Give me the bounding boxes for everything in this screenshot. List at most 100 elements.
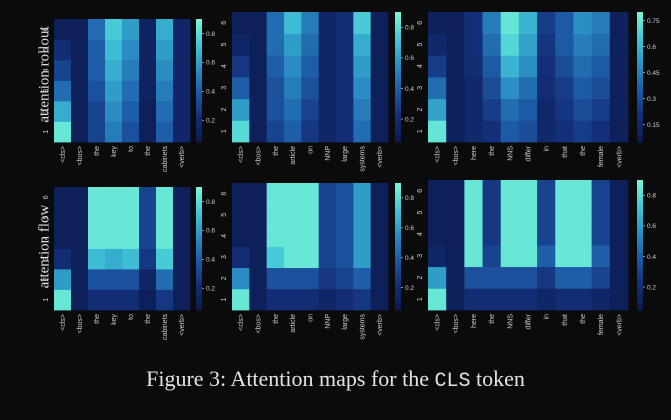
y-tick-label: 6: [417, 21, 424, 25]
colorbar-segment: [637, 271, 643, 275]
colorbar-segment: [196, 266, 202, 271]
heatmap-cell: [336, 12, 354, 35]
heatmap-cell: [54, 207, 72, 229]
colorbar-segment: [637, 248, 643, 252]
heatmap-cell: [537, 55, 556, 78]
y-tick-label: 6: [221, 21, 228, 25]
y-tick-label: 4: [43, 236, 50, 240]
heatmap-cell: [266, 120, 285, 143]
heatmap-cell: [482, 55, 502, 78]
colorbar-segment: [196, 86, 202, 91]
heatmap-cell: [464, 180, 483, 203]
x-tick-label: the: [94, 314, 101, 324]
heatmap-cell: [122, 248, 140, 270]
colorbar-segment: [395, 80, 401, 84]
x-tick-label: large: [342, 146, 349, 162]
heatmap-cell: [573, 223, 593, 246]
colorbar-segment: [637, 15, 643, 19]
heatmap-cell: [464, 201, 483, 224]
heatmap-cell: [284, 246, 302, 269]
heatmap-cell: [446, 77, 465, 100]
heatmap-cell: [301, 267, 320, 290]
heatmap-cell: [500, 98, 520, 121]
heatmap-cell: [609, 55, 629, 78]
x-tick-label: the: [273, 146, 280, 156]
colorbar-segment: [196, 254, 202, 259]
colorbar-segment: [395, 73, 401, 78]
heatmap-cell: [105, 121, 123, 143]
colorbar-segment: [637, 284, 643, 288]
colorbar-tick-label: 0.8: [405, 25, 414, 32]
y-tick-label: 2: [221, 107, 228, 111]
heatmap-cell: [318, 288, 337, 311]
colorbar-segment: [637, 180, 643, 184]
x-tick-label: the: [145, 146, 152, 156]
heatmap-cell: [318, 183, 337, 205]
colorbar-segment: [395, 303, 401, 308]
heatmap-cell: [555, 98, 574, 121]
heatmap-cell: [482, 201, 502, 224]
colorbar-segment: [395, 86, 401, 91]
heatmap-cell: [336, 225, 354, 247]
colorbar-segment: [637, 251, 643, 256]
colorbar-segment: [637, 129, 643, 133]
x-tick-label: here: [471, 146, 478, 160]
colorbar-tick-label: 0.6: [206, 228, 215, 235]
x-tick-label: large: [342, 314, 349, 330]
colorbar-segment: [196, 102, 202, 106]
colorbar-segment: [395, 233, 401, 238]
heatmap-cell: [249, 288, 268, 311]
heatmap-cell: [446, 98, 465, 121]
colorbar-segment: [637, 28, 643, 32]
heatmap-cell: [482, 98, 502, 121]
heatmap-cell: [609, 33, 629, 56]
colorbar-tick-label: 0.8: [647, 193, 656, 200]
heatmap-cell: [591, 12, 611, 35]
heatmap-cell: [284, 33, 302, 56]
heatmap-cell: [301, 183, 320, 205]
colorbar-segment: [196, 22, 202, 26]
colorbar-segment: [395, 41, 401, 45]
heatmap-cell: [609, 98, 629, 121]
colorbar-segment: [196, 248, 202, 253]
colorbar-segment: [637, 235, 643, 239]
colorbar-tick-label: 0.6: [647, 44, 656, 51]
colorbar-segment: [395, 135, 401, 140]
colorbar-segment: [637, 199, 643, 204]
colorbar-segment: [395, 93, 401, 97]
heatmap-cell: [173, 39, 191, 61]
colorbar-segment: [637, 245, 643, 249]
heatmap-cell: [537, 245, 556, 268]
colorbar-segment: [637, 222, 643, 226]
x-tick-label: the: [489, 146, 496, 156]
colorbar-segment: [196, 245, 202, 249]
y-tick-label: 4: [221, 234, 228, 238]
colorbar-segment: [395, 198, 401, 203]
heatmap-cell: [353, 246, 372, 269]
colorbar-segment: [637, 297, 643, 301]
x-tick-label: NNS: [507, 314, 514, 329]
colorbar-segment: [637, 186, 643, 191]
colorbar-segment: [395, 281, 401, 286]
heatmap-cell: [284, 12, 302, 35]
heatmap-cell: [591, 180, 611, 203]
heatmap-cell: [122, 60, 140, 81]
heatmap-cell: [482, 288, 502, 311]
heatmap-cell: [537, 288, 556, 311]
colorbar-segment: [196, 300, 202, 305]
heatmap-cell: [500, 77, 520, 100]
colorbar-segment: [637, 300, 643, 304]
heatmap-cell: [284, 225, 302, 247]
heatmap-cell: [336, 204, 354, 226]
x-tick-label: on: [308, 314, 315, 322]
colorbar-segment: [395, 278, 401, 282]
colorbar-segment: [637, 80, 643, 84]
heatmap-cell: [537, 12, 556, 35]
heatmap-cell: [54, 19, 72, 40]
heatmap-cell: [54, 60, 72, 81]
colorbar-segment: [637, 38, 643, 42]
colorbar-segment: [196, 71, 202, 75]
heatmap-cell: [573, 245, 593, 268]
colorbar-tick-label: 0.8: [206, 31, 215, 38]
y-tick-label: 3: [221, 86, 228, 90]
